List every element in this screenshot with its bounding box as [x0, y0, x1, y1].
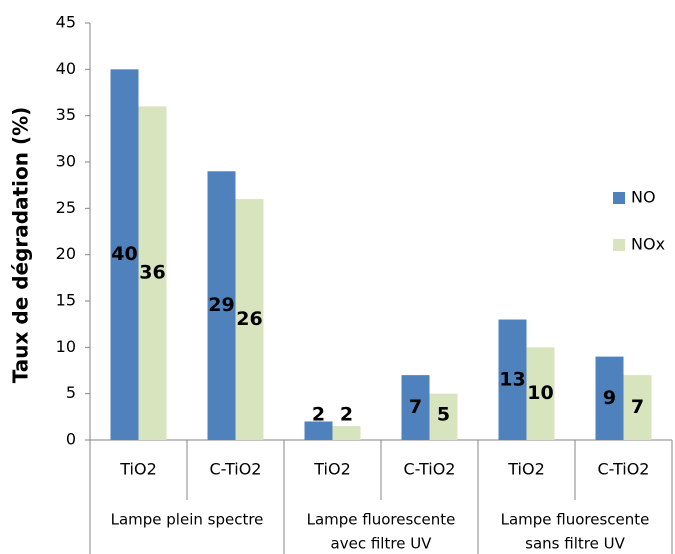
data-label: 7	[631, 396, 644, 418]
bar	[304, 421, 333, 440]
bar	[110, 69, 139, 440]
y-tick-label: 25	[56, 198, 76, 217]
bar	[207, 171, 236, 440]
y-tick-label: 0	[66, 430, 76, 449]
y-tick-label: 45	[56, 13, 76, 32]
data-label: 29	[208, 294, 234, 316]
legend-label: NOx	[631, 235, 665, 254]
x-tick-label: C-TiO2	[598, 460, 650, 479]
bar	[401, 375, 430, 440]
data-label: 13	[499, 368, 525, 390]
data-label: 5	[437, 404, 450, 426]
y-axis-title: Taux de dégradation (%)	[9, 107, 33, 384]
data-label: 2	[340, 404, 353, 426]
group-label: Lampe fluorescente	[307, 511, 456, 529]
bar	[595, 356, 624, 440]
y-tick-label: 35	[56, 105, 76, 124]
data-label: 2	[312, 404, 325, 426]
y-tick-label: 10	[56, 337, 76, 356]
bar	[138, 106, 167, 441]
y-tick-label: 30	[56, 152, 76, 171]
y-tick-label: 5	[66, 383, 76, 402]
data-label: 7	[409, 396, 422, 418]
data-label: 40	[111, 243, 137, 265]
legend-swatch	[613, 192, 625, 204]
group-label: Lampe fluorescente	[501, 511, 650, 529]
x-tick-label: TiO2	[313, 460, 351, 479]
bar	[429, 393, 458, 440]
bar	[526, 347, 555, 440]
bar	[623, 375, 652, 440]
data-label: 9	[603, 387, 616, 409]
data-label: 10	[527, 382, 553, 404]
data-label: 26	[236, 308, 262, 330]
bar	[498, 319, 527, 440]
legend-label: NO	[631, 188, 656, 207]
x-tick-label: TiO2	[119, 460, 157, 479]
y-tick-label: 40	[56, 59, 76, 78]
group-label: sans filtre UV	[525, 535, 625, 553]
bar	[332, 426, 361, 440]
x-tick-label: C-TiO2	[404, 460, 456, 479]
legend-swatch	[613, 239, 625, 251]
y-tick-label: 15	[56, 291, 76, 310]
y-tick-label: 20	[56, 244, 76, 263]
bar	[235, 199, 264, 440]
data-label: 36	[139, 262, 165, 284]
group-label: Lampe plein spectre	[111, 511, 264, 529]
x-tick-label: TiO2	[507, 460, 545, 479]
group-label: avec filtre UV	[331, 535, 433, 553]
x-tick-label: C-TiO2	[210, 460, 262, 479]
